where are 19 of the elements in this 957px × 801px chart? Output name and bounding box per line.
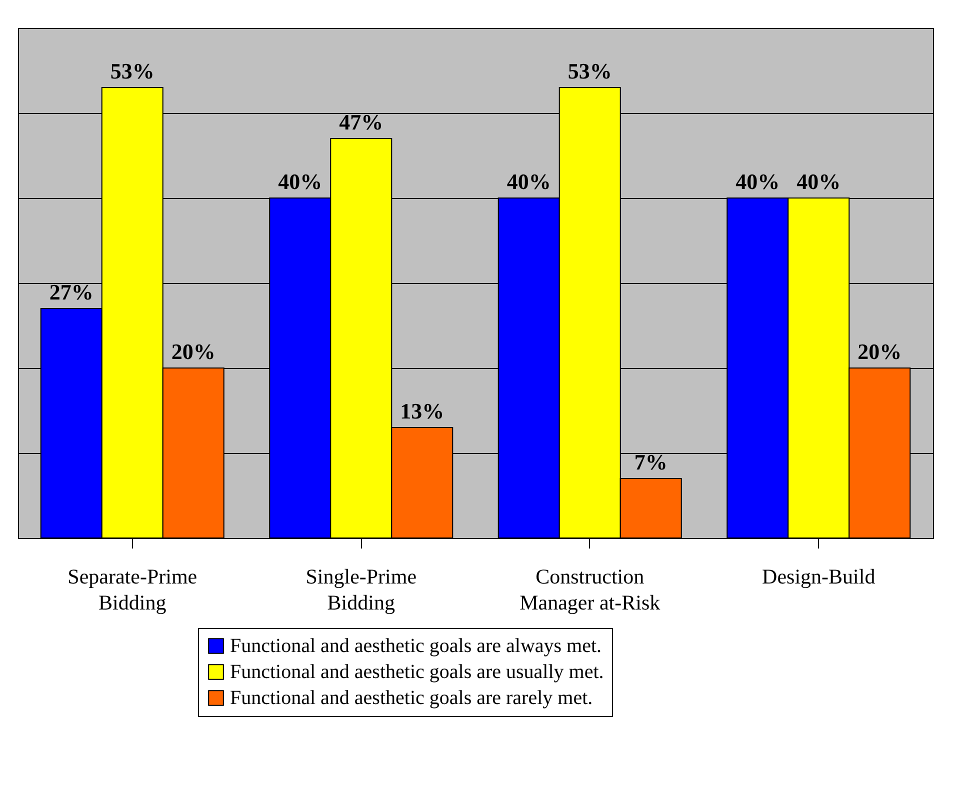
- legend-label: Functional and aesthetic goals are always met.: [230, 635, 602, 657]
- x-tick-label: Design-Build: [762, 564, 876, 588]
- x-tick-label: Single-Prime Bidding: [306, 564, 417, 614]
- x-tick-label: Construction Manager at-Risk: [520, 564, 661, 614]
- data-label: 40%: [278, 169, 322, 194]
- x-tick-label: Separate-Prime Bidding: [68, 564, 198, 614]
- data-label: 13%: [400, 398, 444, 424]
- legend-label: Functional and aesthetic goals are usually met.: [230, 661, 604, 683]
- data-label: 47%: [339, 110, 384, 134]
- data-label: 20%: [858, 339, 902, 364]
- data-label: 20%: [171, 339, 216, 364]
- data-label: 40%: [736, 169, 780, 194]
- data-label: 27%: [49, 280, 94, 304]
- data-label: 53%: [568, 58, 612, 84]
- legend-label: Functional and aesthetic goals are rarely met.: [230, 687, 593, 709]
- data-label: 7%: [634, 450, 668, 474]
- data-label: 40%: [796, 169, 841, 194]
- data-label: 53%: [110, 58, 154, 84]
- data-label: 40%: [506, 169, 551, 194]
